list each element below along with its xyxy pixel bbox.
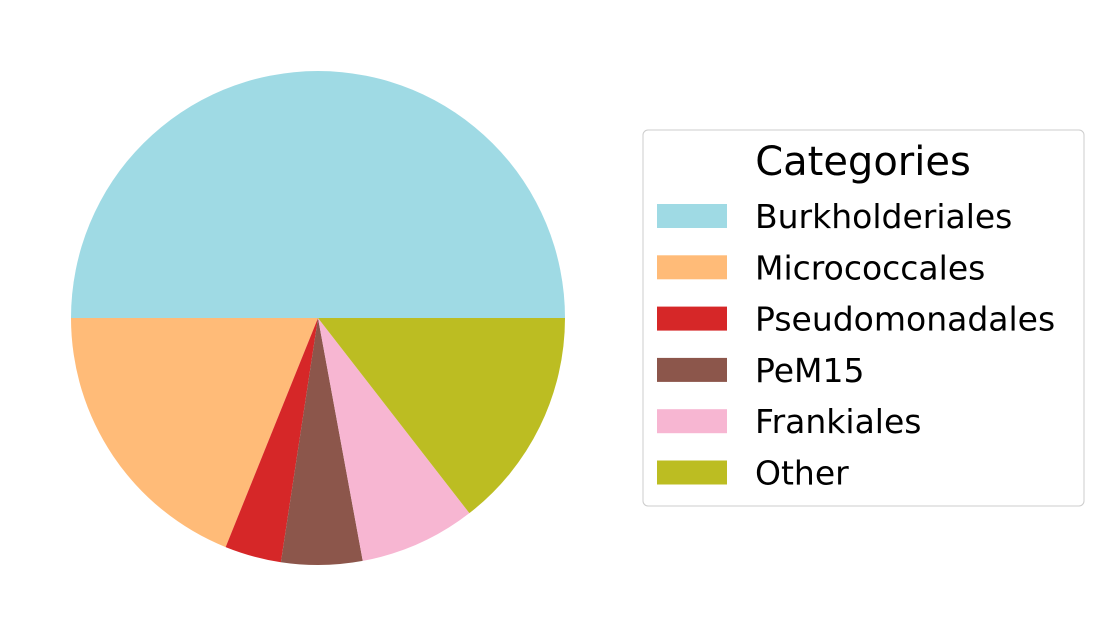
legend-label-frankiales: Frankiales [755,402,921,441]
pie-slice-pem15 [280,318,363,565]
legend-entries: Burkholderiales Micrococcales Pseudomonada… [657,197,1055,493]
legend-swatch-other [657,460,727,485]
pie-slice-frankiales [318,318,470,561]
pie-slice-other [318,318,565,514]
pie-slice-pseudomonadales [225,318,318,563]
legend: Categories Burkholderiales Micrococcales P… [642,129,1085,507]
legend-frame [642,129,1085,507]
legend-label-micrococcales: Micrococcales [755,248,985,287]
legend-label-pem15: PeM15 [755,351,865,390]
legend-label-pseudomonadales: Pseudomonadales [755,300,1055,339]
legend-label-burkholderiales: Burkholderiales [755,197,1012,236]
pie-slices [71,71,565,565]
pie-slice-micrococcales [71,318,318,548]
legend-swatch-frankiales [657,409,727,434]
legend-label-other: Other [755,454,849,493]
pie-slice-burkholderiales [71,71,565,318]
legend-swatch-pseudomonadales [657,306,727,331]
legend-swatch-pem15 [657,357,727,382]
legend-swatch-burkholderiales [657,204,727,228]
legend-swatch-micrococcales [657,255,727,280]
legend-title: Categories [755,139,971,185]
